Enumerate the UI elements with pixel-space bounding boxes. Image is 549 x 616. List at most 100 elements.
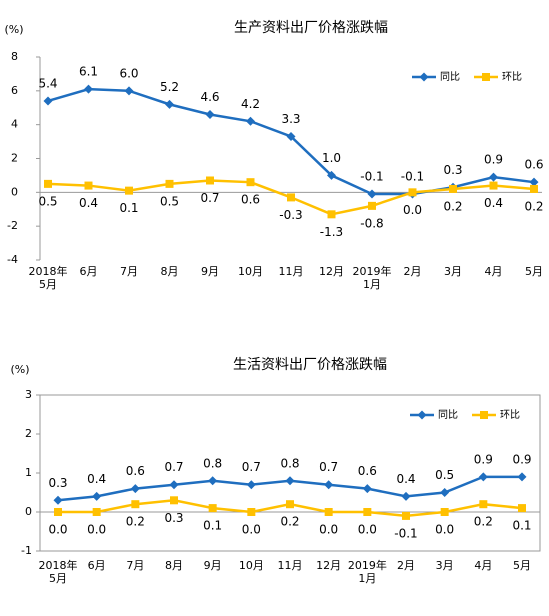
data-point [246,178,255,187]
x-tick-label: 2018年 5月 [29,264,68,291]
value-label: 0.6 [241,193,260,207]
data-point [165,179,174,188]
value-label: -1.3 [320,225,343,239]
data-point [208,476,218,486]
data-point [54,508,62,516]
data-point [53,495,63,505]
x-tick-label: 5月 [525,265,543,278]
y-tick-label: 2 [11,152,18,165]
x-tick-label: 9月 [204,559,222,572]
x-tick-label: 2019年 1月 [353,264,392,291]
x-tick-label: 2018年 5月 [39,558,78,585]
value-label: 0.0 [242,523,261,537]
value-label: 0.3 [48,476,67,490]
y-tick-label: 0 [25,505,32,518]
value-label: 6.1 [79,65,98,79]
data-point [125,186,133,195]
value-label: 0.9 [512,452,531,466]
value-label: 0.6 [358,464,377,478]
data-point [324,508,333,516]
data-point [367,189,377,199]
value-label: -0.1 [394,526,417,540]
value-label: 0.7 [242,460,261,474]
data-point [131,500,140,509]
value-label: 5.4 [38,76,57,90]
x-tick-label: 9月 [201,265,219,278]
x-tick-label: 2月 [404,265,422,278]
data-point [517,472,527,482]
value-label: 0.2 [126,515,145,529]
y-tick-label: 6 [11,84,18,97]
y-tick-label: 1 [25,466,32,479]
value-label: 0.7 [164,460,183,474]
legend-marker [419,72,429,82]
data-point [246,116,255,126]
data-point [489,181,498,190]
data-point [286,500,294,509]
x-tick-label: 5月 [513,559,531,572]
x-tick-label: 10月 [238,265,263,278]
y-tick-label: 4 [11,118,18,131]
x-tick-label: 3月 [436,559,454,572]
data-point [206,176,214,185]
data-point [208,504,217,513]
data-point [92,491,102,501]
value-label: 0.9 [474,452,493,466]
value-label: 0.1 [119,201,138,215]
value-label: 1.0 [322,151,341,165]
data-point [489,172,498,182]
value-label: 0.2 [443,199,462,213]
value-label: 0.3 [443,163,462,177]
data-point [408,188,417,197]
value-label: 0.0 [358,523,377,537]
x-tick-label: 10月 [239,559,264,572]
value-label: 0.5 [160,194,179,208]
data-point [368,201,376,210]
y-tick-label: 2 [25,427,32,440]
y-tick-label: 0 [11,185,18,198]
data-point [478,472,488,482]
value-label: 0.5 [435,468,454,482]
value-label: 6.0 [119,66,138,80]
data-point [84,181,93,190]
x-tick-label: 2月 [397,559,415,572]
data-point [362,484,372,494]
x-tick-label: 7月 [126,559,144,572]
data-point [246,480,256,490]
data-point [165,99,174,109]
data-point [324,480,334,490]
data-point [440,508,449,516]
x-tick-label: 7月 [120,265,138,278]
data-point [479,500,488,509]
data-point [529,177,539,187]
value-label: 0.7 [319,460,338,474]
data-point [92,508,101,516]
data-point [43,96,53,106]
value-label: 0.9 [484,153,503,167]
data-point [44,179,52,188]
legend-marker [417,410,427,420]
value-label: 0.1 [203,519,222,533]
x-tick-label: 4月 [485,265,503,278]
data-point [327,210,336,219]
legend-label: 同比 [440,71,460,83]
value-label: 0.0 [319,523,338,537]
value-label: 0.1 [512,519,531,533]
data-point [285,476,295,486]
data-point [530,184,538,193]
y-tick-label: -2 [7,219,18,232]
y-tick-label: 3 [25,388,32,401]
x-tick-label: 6月 [88,559,106,572]
x-tick-label: 8月 [165,559,183,572]
data-point [440,488,450,497]
data-point [401,491,411,501]
x-tick-label: 6月 [80,265,98,278]
value-label: 0.0 [435,523,454,537]
x-tick-label: 12月 [319,265,344,278]
value-label: 0.3 [164,511,183,525]
data-point [327,170,336,180]
x-tick-label: 3月 [444,265,462,278]
x-tick-label: 2019年 1月 [348,558,387,585]
data-point [130,484,140,494]
value-label: 0.2 [524,199,543,213]
